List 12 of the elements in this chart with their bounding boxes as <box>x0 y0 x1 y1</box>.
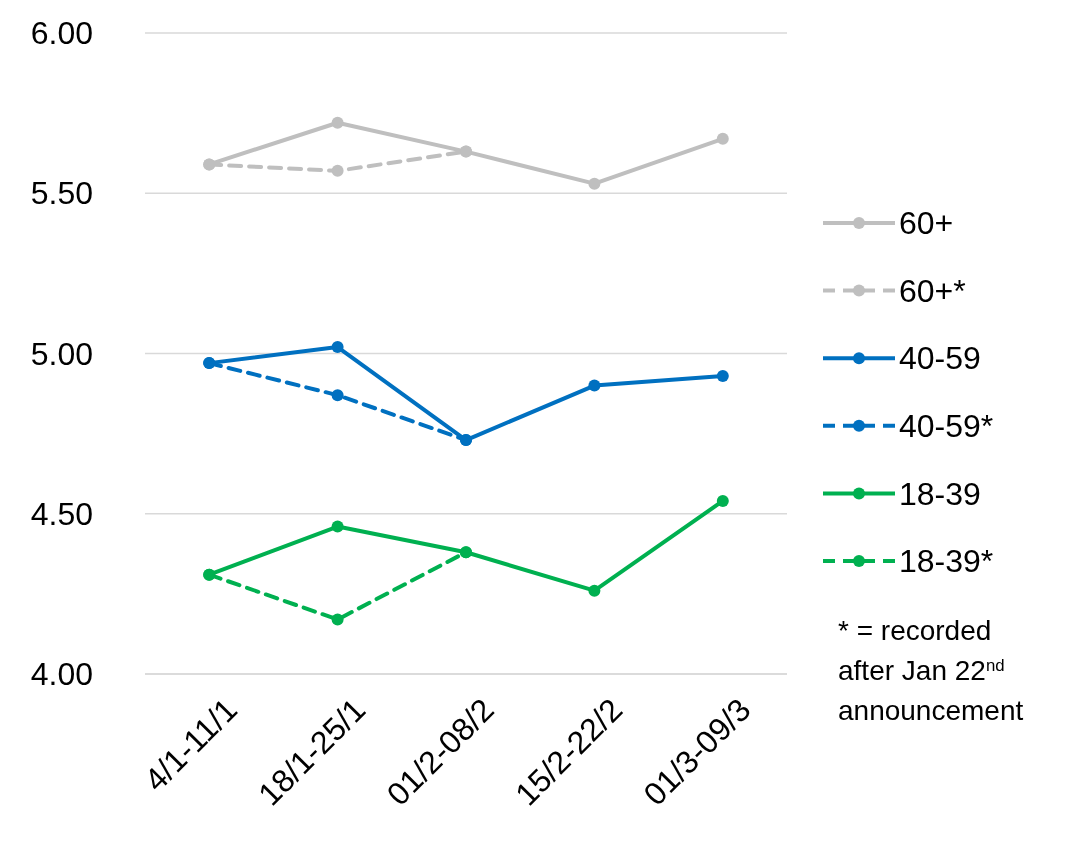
legend-label: 18-39* <box>899 543 994 580</box>
legend-label: 18-39 <box>899 475 981 512</box>
y-tick-label: 6.00 <box>30 15 93 52</box>
text: * = recorded after Jan 22$^{nd}$ announcement <box>838 615 1024 726</box>
y-tick-label: 4.50 <box>30 495 93 532</box>
y-tick-label: 5.00 <box>30 335 93 372</box>
legend-label: 60+* <box>899 272 966 309</box>
y-tick-label: 4.00 <box>30 656 93 693</box>
legend-label: 40-59* <box>899 408 994 444</box>
legend-label: 60+ <box>899 205 954 242</box>
legend-label: 40-59 <box>899 340 981 377</box>
y-tick-label: 5.50 <box>30 175 93 212</box>
